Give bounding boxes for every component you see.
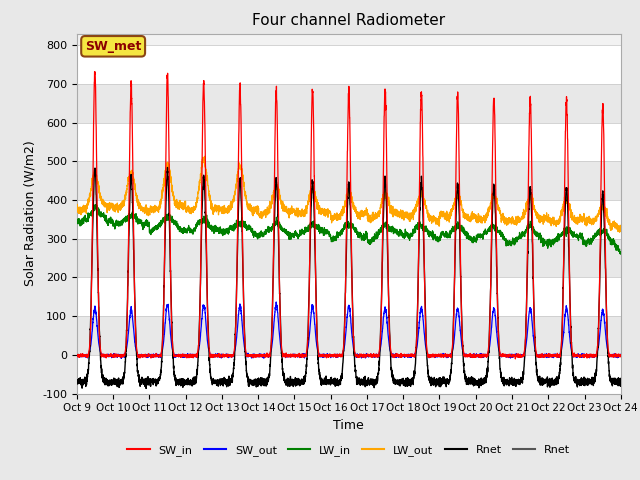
- LW_out: [471, 213, 479, 218]
- Rnet: [502, 380, 509, 385]
- SW_in: [471, 352, 479, 358]
- Title: Four channel Radiometer: Four channel Radiometer: [252, 13, 445, 28]
- Rnet: [617, 378, 625, 384]
- SW_out: [471, 353, 479, 359]
- Legend: SW_in, SW_out, LW_in, LW_out, Rnet, Rnet: SW_in, SW_out, LW_in, LW_out, Rnet, Rnet: [123, 440, 575, 460]
- Rnet: [164, 165, 172, 170]
- Bar: [77, 161, 621, 200]
- Bar: [77, 355, 621, 394]
- LW_out: [441, 216, 449, 221]
- Y-axis label: Solar Radiation (W/m2): Solar Radiation (W/m2): [24, 141, 36, 287]
- Bar: [77, 84, 621, 122]
- SW_in: [502, 352, 509, 358]
- LW_in: [329, 236, 337, 241]
- Line: SW_out: SW_out: [77, 302, 621, 359]
- SW_in: [441, 354, 449, 360]
- LW_in: [617, 251, 625, 256]
- Rnet: [329, 379, 337, 385]
- Bar: [77, 277, 621, 316]
- SW_in: [617, 353, 625, 359]
- Line: SW_in: SW_in: [77, 72, 621, 359]
- SW_out: [273, 299, 280, 305]
- SW_in: [329, 352, 337, 358]
- LW_in: [616, 250, 624, 255]
- Rnet: [441, 376, 449, 382]
- LW_in: [73, 217, 81, 223]
- SW_in: [73, 353, 81, 359]
- Rnet: [471, 376, 479, 382]
- SW_in: [171, 353, 179, 359]
- SW_in: [616, 353, 624, 359]
- SW_out: [73, 354, 81, 360]
- SW_in: [91, 69, 99, 75]
- LW_out: [502, 216, 509, 222]
- LW_out: [616, 229, 623, 235]
- LW_in: [441, 231, 449, 237]
- Bar: [77, 200, 621, 239]
- SW_in: [511, 356, 519, 362]
- LW_out: [616, 224, 624, 230]
- Bar: [77, 122, 621, 161]
- LW_in: [171, 220, 179, 226]
- LW_out: [171, 200, 179, 206]
- LW_in: [502, 238, 509, 243]
- LW_in: [92, 202, 99, 207]
- Line: LW_in: LW_in: [77, 204, 621, 254]
- SW_out: [329, 352, 337, 358]
- SW_out: [617, 352, 625, 358]
- Bar: [77, 316, 621, 355]
- SW_out: [441, 351, 449, 357]
- LW_out: [73, 207, 81, 213]
- SW_out: [117, 356, 125, 361]
- Rnet: [616, 375, 624, 381]
- Rnet: [73, 380, 81, 386]
- SW_out: [616, 352, 624, 358]
- Rnet: [142, 385, 150, 391]
- LW_in: [471, 237, 479, 243]
- LW_out: [329, 214, 337, 220]
- Rnet: [171, 372, 179, 378]
- Text: SW_met: SW_met: [85, 40, 141, 53]
- Line: LW_out: LW_out: [77, 156, 621, 232]
- X-axis label: Time: Time: [333, 419, 364, 432]
- SW_out: [502, 353, 509, 359]
- Bar: [77, 45, 621, 84]
- LW_out: [617, 228, 625, 234]
- SW_out: [171, 354, 179, 360]
- Line: Rnet: Rnet: [77, 168, 621, 388]
- LW_out: [201, 154, 209, 159]
- LW_in: [617, 251, 625, 257]
- Bar: [77, 239, 621, 277]
